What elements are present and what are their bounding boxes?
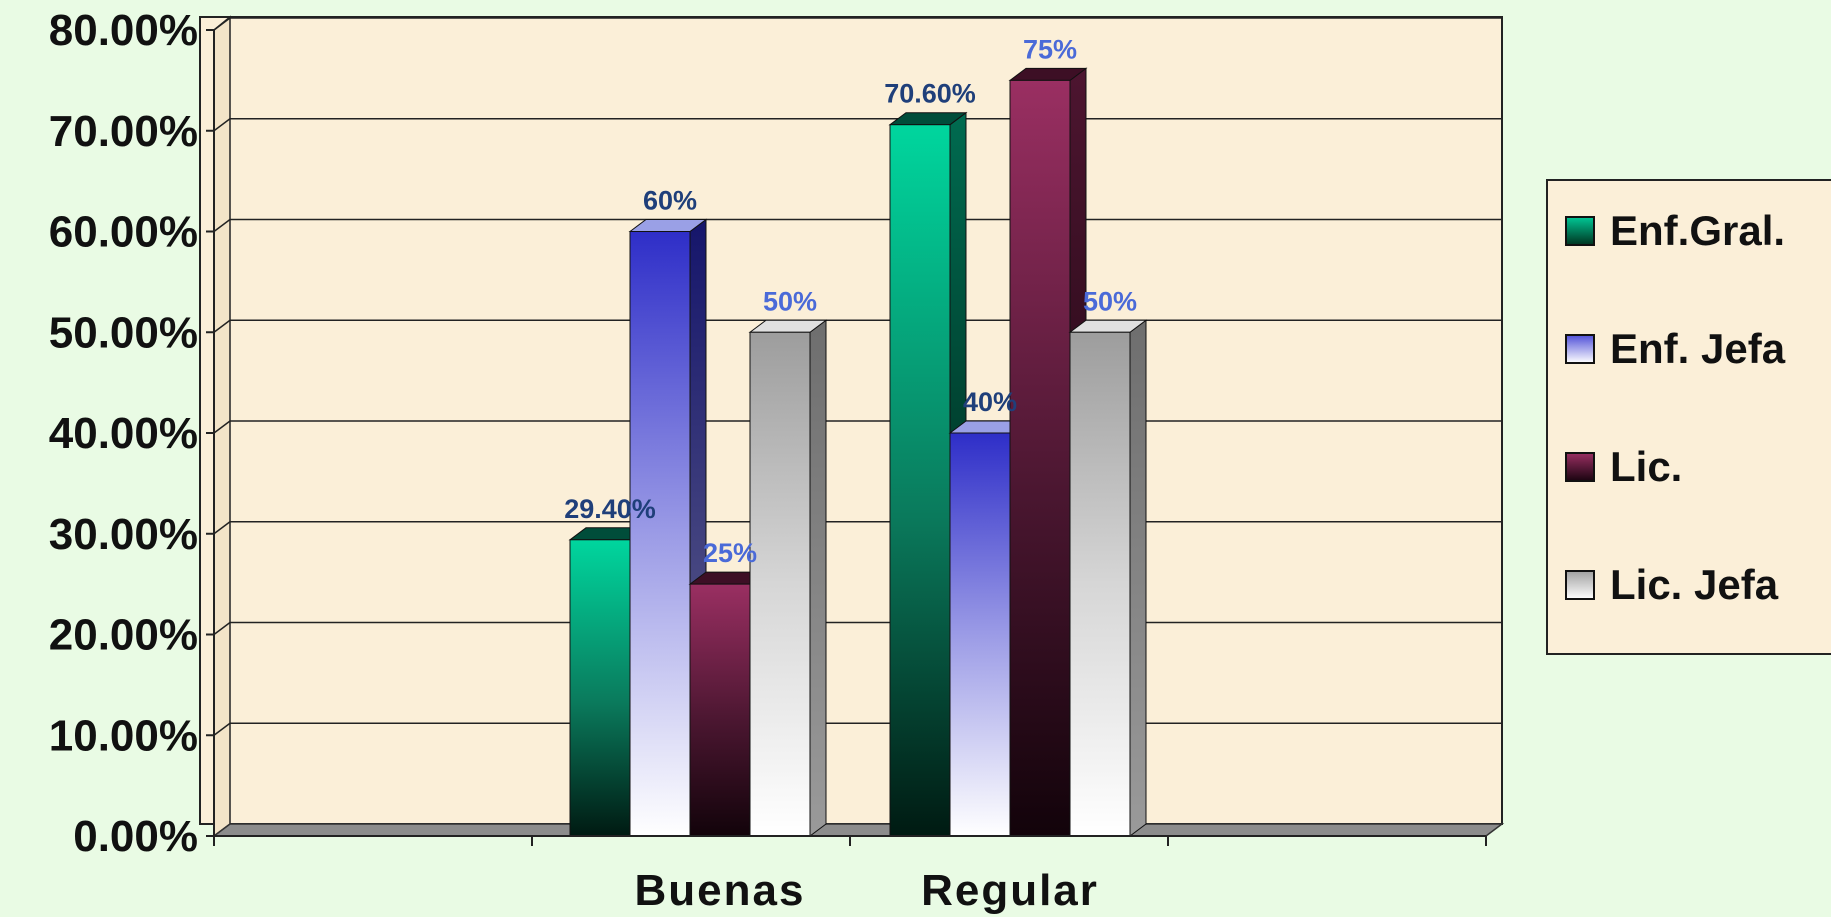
x-category-label: Buenas: [635, 866, 806, 915]
bar-front: [950, 433, 1010, 836]
legend-swatch: [1566, 453, 1594, 481]
y-tick-label: 0.00%: [73, 812, 198, 861]
x-category-label: Regular: [921, 866, 1099, 915]
x-axis-categories: Buenas Regular: [635, 866, 1099, 915]
legend-swatch: [1566, 335, 1594, 363]
legend-label: Enf.Gral.: [1610, 207, 1785, 254]
bar-front: [1010, 80, 1070, 836]
bar-side: [1130, 320, 1146, 836]
data-label: 60%: [643, 186, 697, 216]
y-tick-label: 30.00%: [49, 510, 198, 559]
legend-label: Enf. Jefa: [1610, 325, 1786, 372]
bar-front: [750, 332, 810, 836]
y-tick-label: 10.00%: [49, 711, 198, 760]
legend: Enf.Gral. Enf. Jefa Lic. Lic. Jefa: [1547, 180, 1831, 654]
legend-swatch: [1566, 571, 1594, 599]
x-axis-ticks: [214, 836, 1486, 846]
data-label: 70.60%: [884, 79, 976, 109]
data-label: 25%: [703, 538, 757, 568]
plot-floor: [214, 824, 1502, 836]
legend-swatch: [1566, 217, 1594, 245]
bar-front: [890, 125, 950, 836]
bar-front: [1070, 332, 1130, 836]
y-tick-label: 60.00%: [49, 208, 198, 257]
bar-front: [690, 584, 750, 836]
bar: [1070, 320, 1146, 836]
bar-front: [570, 540, 630, 836]
legend-label: Lic.: [1610, 443, 1682, 490]
legend-label: Lic. Jefa: [1610, 561, 1779, 608]
y-tick-label: 70.00%: [49, 107, 198, 156]
y-tick-label: 40.00%: [49, 409, 198, 458]
y-tick-label: 80.00%: [49, 6, 198, 55]
y-axis-ticks: 0.00% 10.00% 20.00% 30.00% 40.00% 50.00% 60.00…: [49, 6, 214, 861]
data-label: 40%: [963, 387, 1017, 417]
bar-side: [810, 320, 826, 836]
data-label: 29.40%: [564, 494, 656, 524]
bar-front: [630, 232, 690, 837]
data-label: 50%: [1083, 286, 1137, 316]
data-label: 75%: [1023, 34, 1077, 64]
y-tick-label: 20.00%: [49, 611, 198, 660]
data-label: 50%: [763, 286, 817, 316]
bar: [750, 320, 826, 836]
y-tick-label: 50.00%: [49, 308, 198, 357]
